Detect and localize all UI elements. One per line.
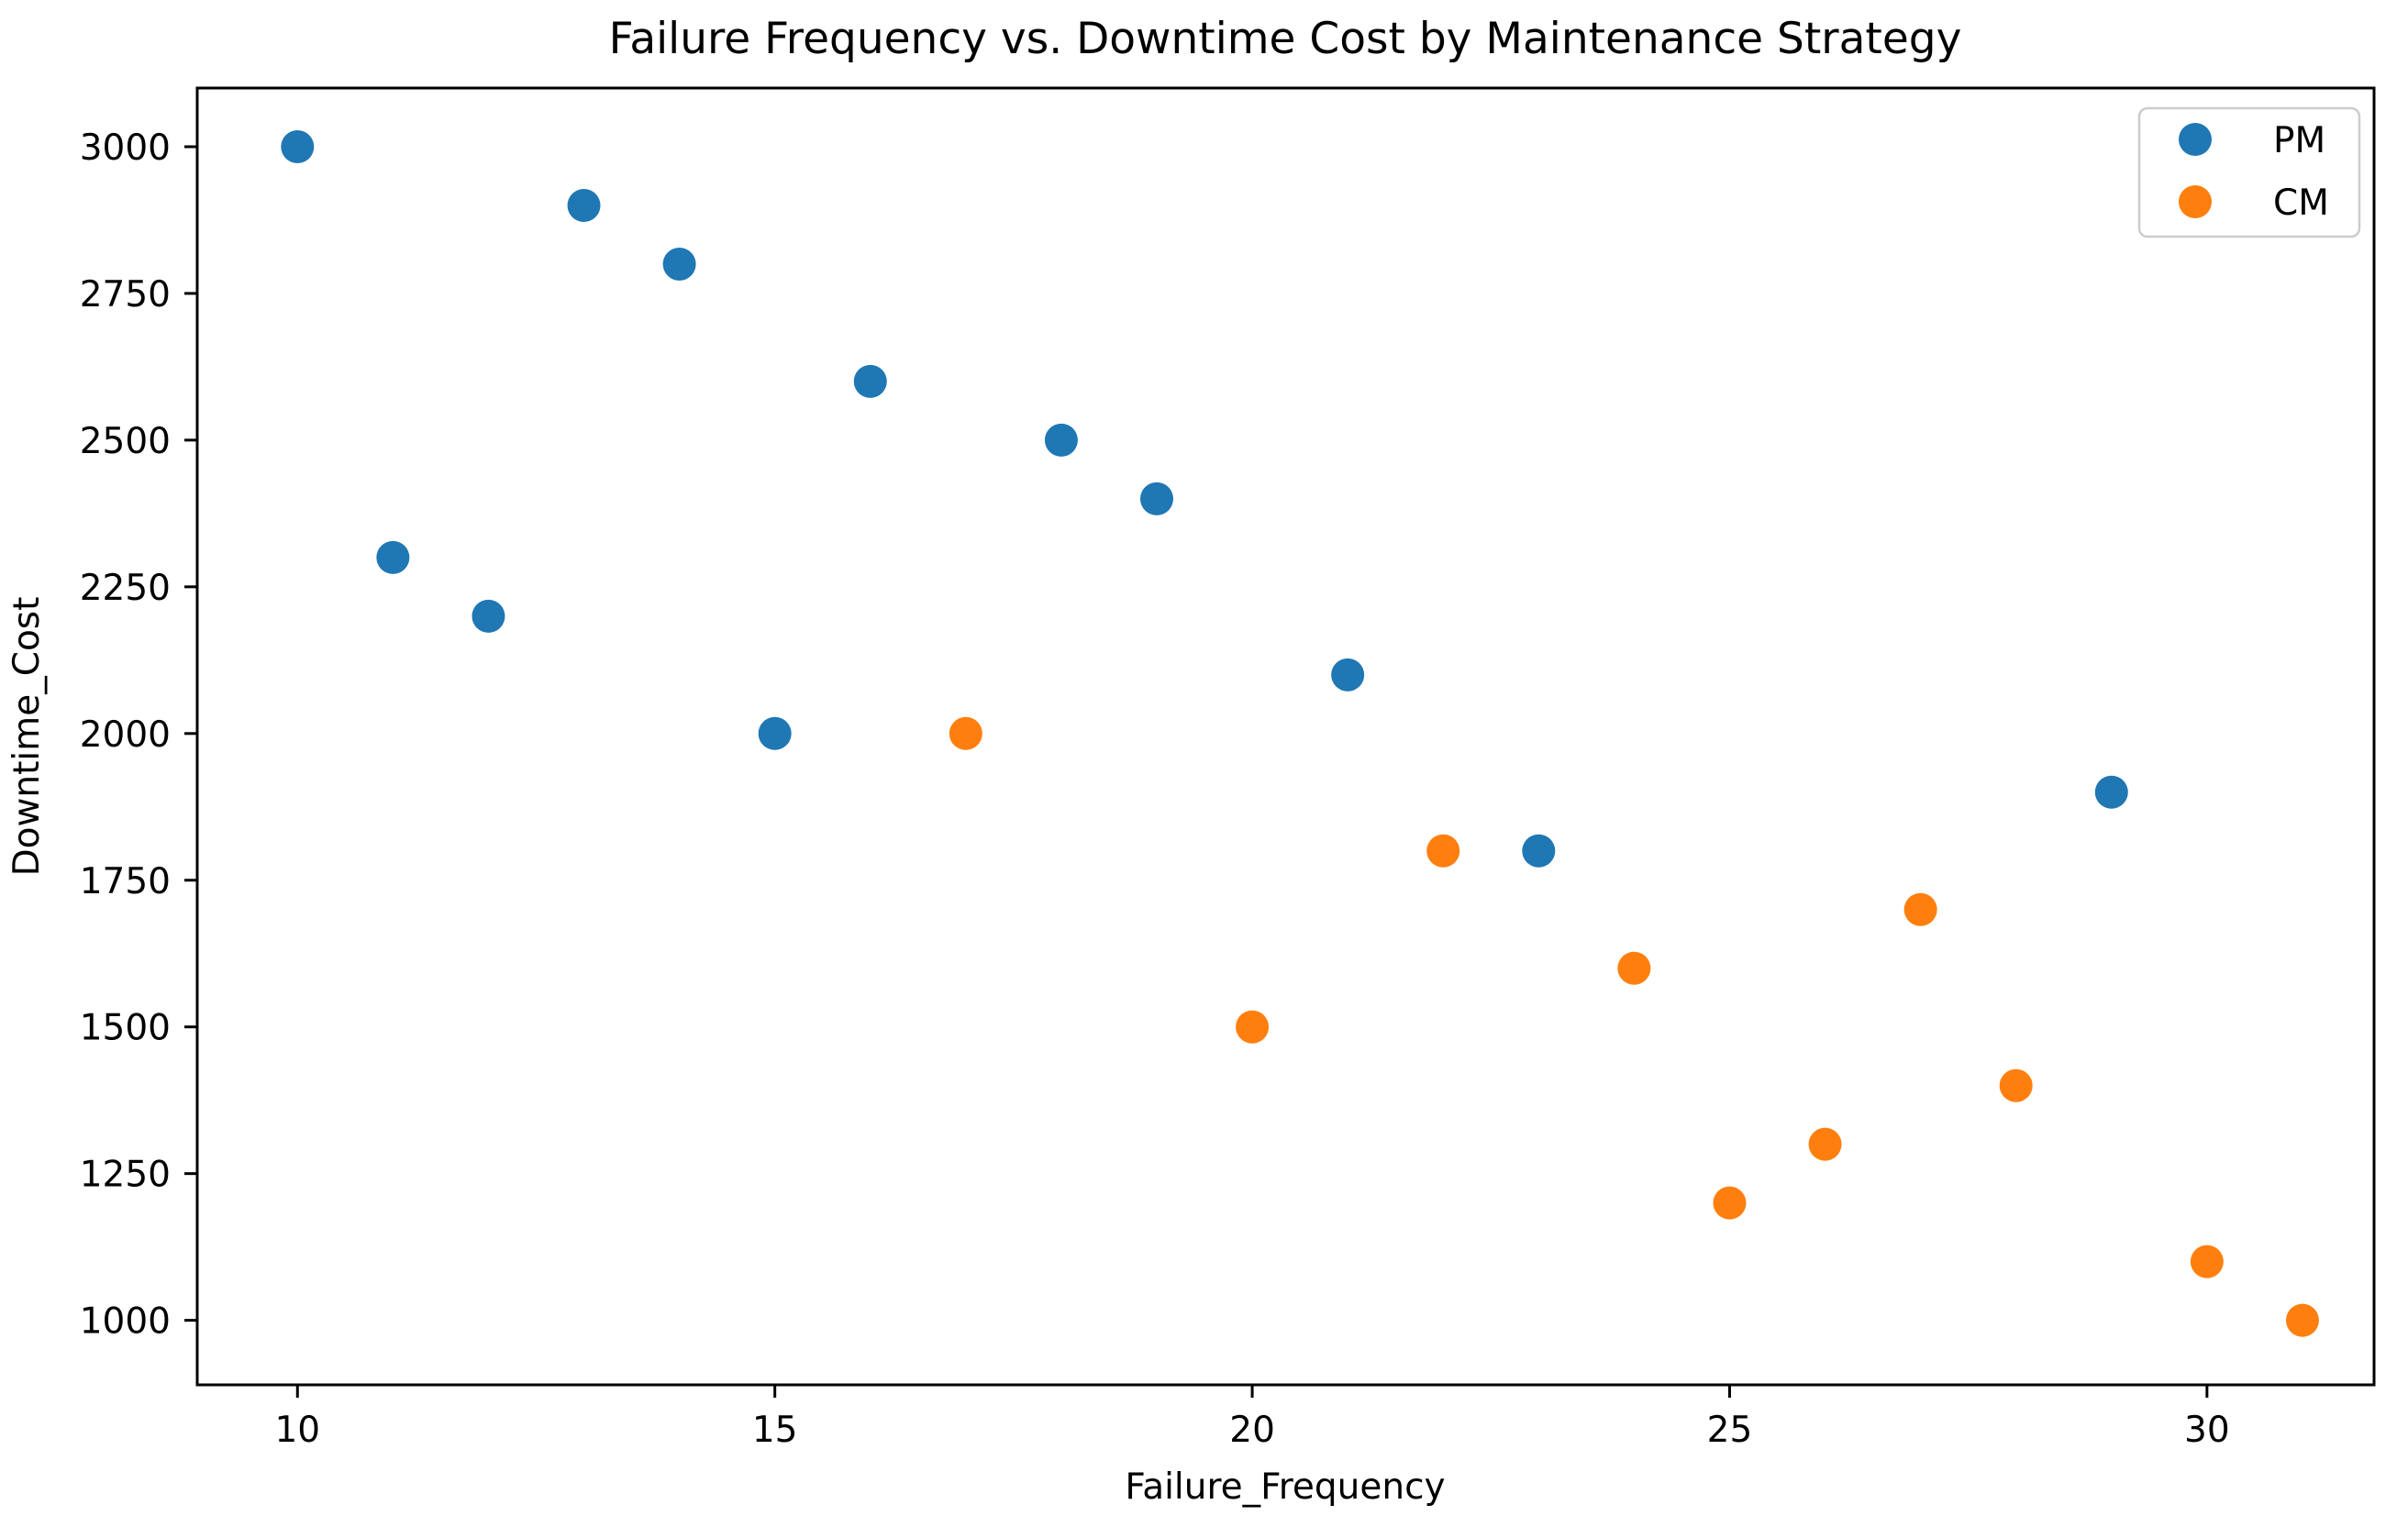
data-point-pm xyxy=(472,599,505,633)
y-tick-label: 2750 xyxy=(80,274,171,315)
y-tick-label: 2500 xyxy=(80,421,171,462)
data-point-pm xyxy=(758,716,792,750)
y-tick-label: 1500 xyxy=(80,1008,171,1049)
data-point-cm xyxy=(1236,1010,1270,1044)
data-point-pm xyxy=(376,540,410,574)
data-point-pm xyxy=(1331,658,1365,692)
data-point-cm xyxy=(1999,1068,2033,1102)
legend-marker-pm xyxy=(2179,123,2212,156)
data-point-cm xyxy=(1426,834,1460,868)
data-point-cm xyxy=(2190,1245,2224,1278)
scatter-points xyxy=(281,129,2319,1337)
y-axis-label: Downtime_Cost xyxy=(6,597,48,877)
legend: PM CM xyxy=(2137,106,2361,238)
y-axis-ticks: 1000 1250 1500 1750 2000 2250 2500 2750 3000 xyxy=(80,127,197,1343)
x-tick-label: 25 xyxy=(1707,1410,1753,1451)
plot-area-border xyxy=(195,86,2376,1387)
legend-label-cm: CM xyxy=(2273,183,2329,224)
data-point-pm xyxy=(281,129,315,163)
data-point-pm xyxy=(567,188,601,222)
data-point-cm xyxy=(1617,951,1651,985)
y-tick-label: 2000 xyxy=(80,714,171,756)
data-point-pm xyxy=(853,364,887,398)
x-tick-label: 20 xyxy=(1229,1410,1275,1451)
data-point-pm xyxy=(662,247,696,281)
data-point-cm xyxy=(1903,892,1937,926)
x-tick-label: 15 xyxy=(752,1410,798,1451)
data-point-cm xyxy=(1713,1186,1747,1220)
y-tick-label: 1250 xyxy=(80,1155,171,1196)
y-tick-label: 3000 xyxy=(80,127,171,169)
chart-title: Failure Frequency vs. Downtime Cost by M… xyxy=(609,14,1962,64)
y-tick-label: 2250 xyxy=(80,568,171,609)
x-axis-label: Failure_Frequency xyxy=(1125,1466,1445,1508)
legend-label-pm: PM xyxy=(2273,120,2325,161)
data-point-pm xyxy=(1044,423,1078,457)
data-point-cm xyxy=(1808,1127,1842,1161)
y-tick-label: 1000 xyxy=(80,1301,171,1343)
data-point-pm xyxy=(1139,481,1173,515)
legend-marker-cm xyxy=(2179,185,2212,218)
data-point-pm xyxy=(1522,834,1556,868)
data-point-cm xyxy=(2285,1303,2319,1337)
y-tick-label: 1750 xyxy=(80,861,171,902)
x-tick-label: 10 xyxy=(274,1410,320,1451)
x-tick-label: 30 xyxy=(2184,1410,2230,1451)
data-point-cm xyxy=(949,716,982,750)
x-axis-ticks: 10 15 20 25 30 xyxy=(274,1385,2230,1451)
legend-entries: PM CM xyxy=(2179,120,2329,224)
data-point-pm xyxy=(2094,775,2128,809)
